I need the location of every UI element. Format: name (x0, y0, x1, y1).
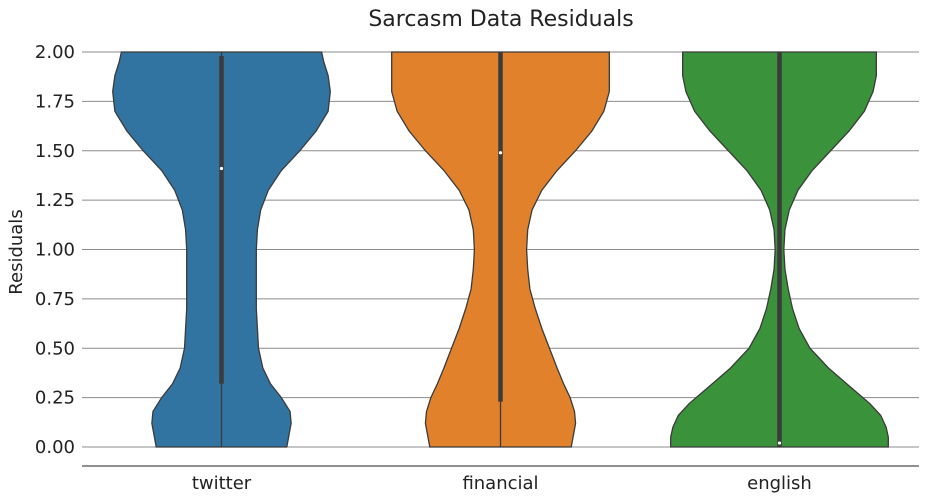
y-tick-label: 0.25 (35, 388, 75, 409)
x-tick-label-twitter: twitter (192, 473, 252, 494)
violins (112, 51, 889, 448)
y-tick-label: 0.75 (35, 289, 75, 310)
violin-twitter (112, 51, 331, 448)
y-tick-label: 2.00 (35, 42, 75, 63)
x-tick-label-financial: financial (462, 473, 538, 494)
y-tick-label: 1.75 (35, 91, 75, 112)
violin-median (498, 151, 503, 155)
y-tick-label: 0.00 (35, 437, 75, 458)
chart-title: Sarcasm Data Residuals (368, 7, 633, 32)
violin-financial (391, 51, 610, 448)
y-tick-label: 1.50 (35, 141, 75, 162)
y-tick-label: 1.00 (35, 240, 75, 261)
y-tick-labels: 0.00 0.25 0.50 0.75 1.00 1.25 1.50 1.75 2.00 (35, 42, 75, 458)
y-tick-label: 1.25 (35, 190, 75, 211)
violin-english (670, 51, 889, 448)
x-tick-label-english: english (747, 473, 812, 494)
violin-median (219, 166, 224, 171)
y-tick-label: 0.50 (35, 338, 75, 359)
x-tick-labels: twitter financial english (192, 473, 812, 494)
y-axis-label: Residuals (6, 209, 27, 294)
violin-median (777, 441, 782, 445)
